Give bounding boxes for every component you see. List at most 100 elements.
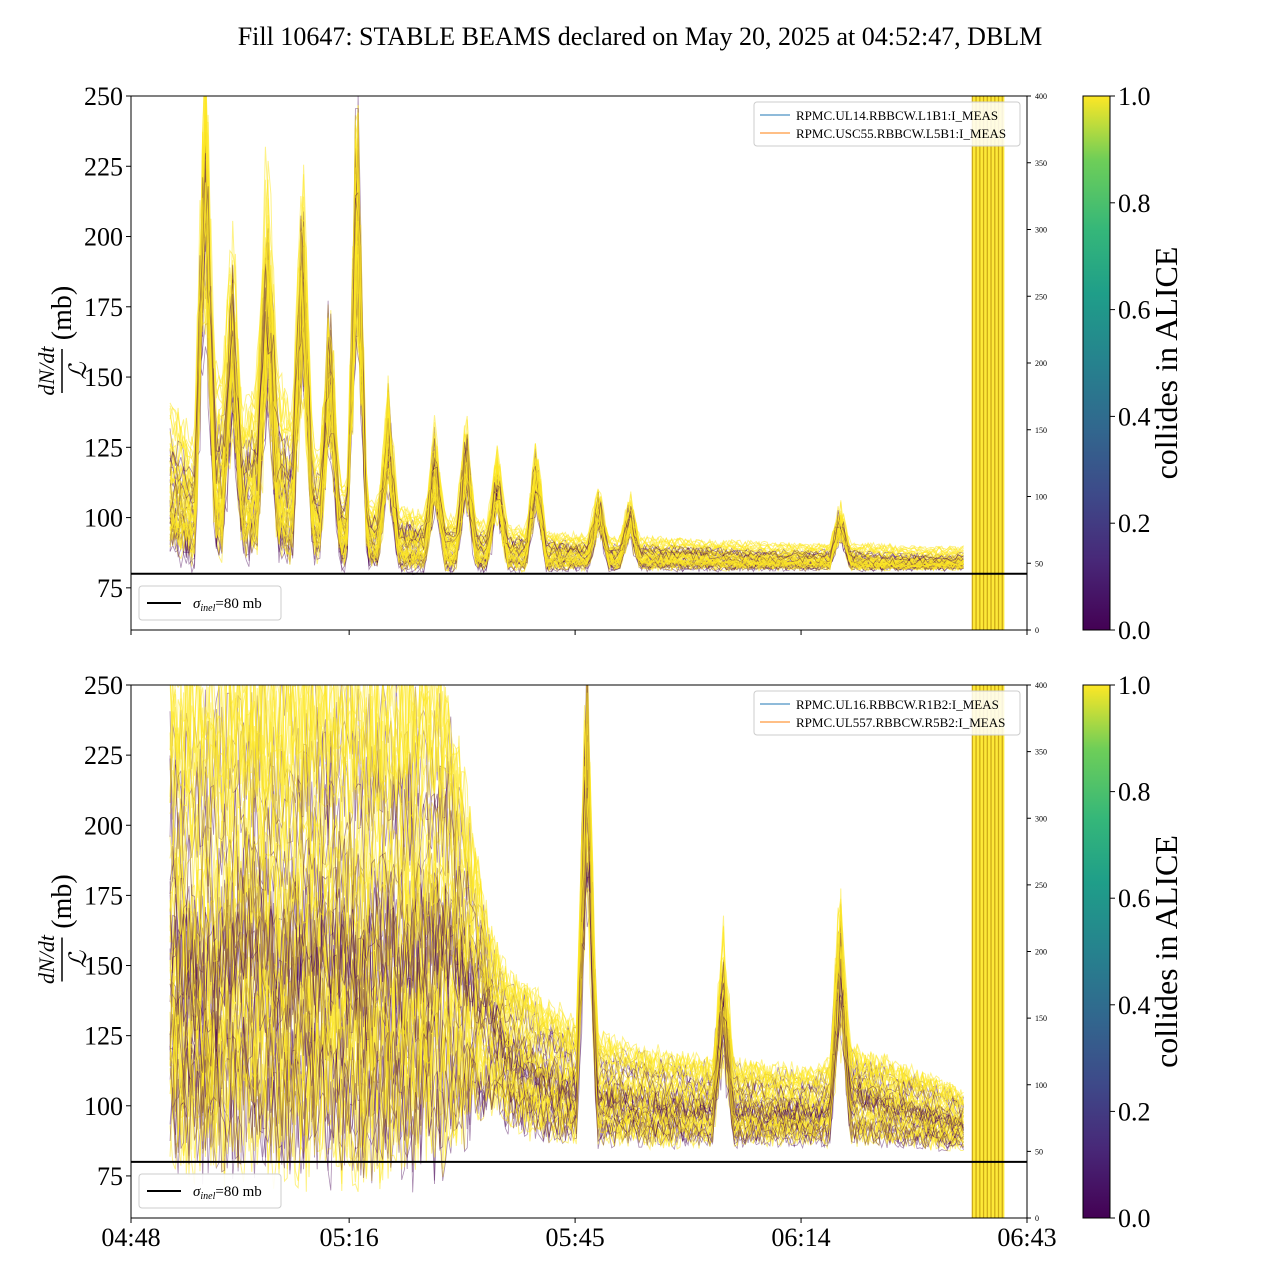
- legend-entry: RPMC.USC55.RBBCW.L5B1:I_MEAS: [796, 126, 1006, 141]
- y-label-fraction: dN/dt ℒ (mb): [34, 874, 92, 984]
- bottom-y-axis: 75 100 125 150 175 200 225 250: [84, 671, 131, 1191]
- y-tick-label: 100: [84, 504, 123, 533]
- colorbar-tick-label: 1.0: [1118, 82, 1151, 111]
- x-tick-label: 05:16: [320, 1223, 379, 1252]
- y-tick-label: 75: [97, 574, 123, 603]
- reference-legend-label: σinel=80 mb: [193, 596, 262, 614]
- colorbar-tick-label: 0.8: [1118, 189, 1151, 218]
- y-tick-label: 150: [84, 363, 123, 392]
- y-tick-label: 250: [84, 82, 123, 111]
- y-tick-label: 200: [84, 223, 123, 252]
- top-x-axis: [130, 630, 1028, 635]
- top-y-axis: 75 100 125 150 175 200 225 250: [84, 82, 131, 603]
- y-label-numerator: dN/dt: [34, 346, 59, 396]
- right-tick-label: 100: [1035, 493, 1047, 502]
- bottom-panel: 75 100 125 150 175 200 225 250 0 50 100 150 200 250 3…: [34, 671, 1057, 1252]
- right-tick-label: 400: [1035, 92, 1047, 101]
- right-tick-label: 250: [1035, 292, 1047, 301]
- series-trace: [169, 862, 964, 1184]
- colorbar-gradient: [1082, 95, 1111, 631]
- series-trace: [169, 776, 964, 1134]
- series-trace: [169, 138, 964, 567]
- series-trace: [169, 221, 964, 572]
- x-tick-label: 04:48: [101, 1223, 160, 1252]
- y-label-denominator: ℒ: [66, 362, 92, 380]
- top-right-axis: 0 50 100 150 200 250 300 350 400: [1027, 92, 1047, 635]
- y-label-fraction: dN/dt ℒ (mb): [34, 286, 92, 396]
- top-reference-legend: σinel=80 mb: [138, 585, 282, 621]
- right-tick-label: 350: [1035, 159, 1047, 168]
- right-tick-label: 150: [1035, 426, 1047, 435]
- series-trace: [169, 798, 964, 1172]
- legend-box: [753, 101, 1021, 147]
- legend-entry: RPMC.UL16.RBBCW.R1B2:I_MEAS: [796, 697, 999, 712]
- reference-subscript: inel: [200, 603, 215, 614]
- y-label-unit: (mb): [47, 874, 78, 928]
- bottom-x-axis: 04:48 05:16 05:45 06:14 06:43: [101, 1218, 1057, 1252]
- y-tick-label: 175: [84, 293, 123, 322]
- reference-legend-box: [138, 585, 282, 621]
- top-series-group: [131, 96, 1027, 630]
- right-tick-label: 300: [1035, 226, 1047, 235]
- legend-entry: RPMC.UL557.RBBCW.R5B2:I_MEAS: [796, 715, 1005, 730]
- series-trace: [172, 685, 964, 1106]
- right-tick-label: 100: [1035, 1081, 1047, 1090]
- colorbar-tick-label: 0.4: [1118, 991, 1151, 1020]
- legend-entry: RPMC.UL14.RBBCW.L1B1:I_MEAS: [796, 108, 998, 123]
- right-tick-label: 350: [1035, 748, 1047, 757]
- series-trace: [169, 112, 964, 554]
- colorbar-tick-label: 0.0: [1118, 1204, 1151, 1233]
- reference-symbol: σ: [193, 1184, 201, 1200]
- y-tick-label: 175: [84, 881, 123, 910]
- colorbar-label: collides in ALICE: [1148, 247, 1184, 480]
- y-tick-label: 100: [84, 1092, 123, 1121]
- series-trace: [169, 886, 964, 1141]
- bottom-series-group: [131, 685, 1027, 1218]
- right-tick-label: 0: [1035, 1214, 1039, 1223]
- y-label-denominator: ℒ: [66, 950, 92, 968]
- top-y-axis-label: dN/dt ℒ (mb): [34, 286, 92, 396]
- legend-box: [753, 690, 1021, 736]
- y-tick-label: 225: [84, 741, 123, 770]
- y-label-numerator: dN/dt: [34, 934, 59, 984]
- right-tick-label: 300: [1035, 814, 1047, 823]
- colorbar-tick-label: 0.6: [1118, 296, 1151, 325]
- y-tick-label: 125: [84, 1022, 123, 1051]
- reference-legend-box: [138, 1173, 282, 1209]
- colorbar-tick-label: 0.2: [1118, 509, 1151, 538]
- series-trace: [169, 877, 964, 1170]
- right-tick-label: 150: [1035, 1014, 1047, 1023]
- right-tick-label: 200: [1035, 359, 1047, 368]
- right-tick-label: 50: [1035, 559, 1043, 568]
- series-trace: [169, 121, 964, 555]
- series-trace: [169, 184, 964, 570]
- x-tick-label: 06:14: [771, 1223, 830, 1252]
- right-tick-label: 200: [1035, 948, 1047, 957]
- y-tick-label: 200: [84, 811, 123, 840]
- reference-symbol: σ: [193, 596, 201, 612]
- series-trace: [169, 153, 964, 566]
- series-trace: [169, 839, 964, 1131]
- colorbar-tick-label: 0.6: [1118, 884, 1151, 913]
- bottom-right-axis: 0 50 100 150 200 250 300 350 400: [1027, 681, 1047, 1223]
- y-tick-label: 225: [84, 152, 123, 181]
- series-trace: [169, 197, 964, 561]
- colorbar-tick-label: 0.4: [1118, 402, 1151, 431]
- bottom-colorbar: 0.0 0.2 0.4 0.6 0.8 1.0 collides in ALICE: [1082, 671, 1184, 1233]
- y-label-unit: (mb): [47, 286, 78, 340]
- series-trace: [169, 735, 964, 1185]
- colorbar-tick-label: 1.0: [1118, 671, 1151, 700]
- right-tick-label: 250: [1035, 881, 1047, 890]
- bottom-legend: RPMC.UL16.RBBCW.R1B2:I_MEAS RPMC.UL557.RB…: [753, 690, 1021, 736]
- colorbar-label: collides in ALICE: [1148, 835, 1184, 1068]
- series-trace: [169, 768, 964, 1124]
- right-tick-label: 0: [1035, 626, 1039, 635]
- reference-legend-label: σinel=80 mb: [193, 1184, 262, 1202]
- y-tick-label: 250: [84, 671, 123, 700]
- colorbar-tick-label: 0.8: [1118, 778, 1151, 807]
- top-panel: 75 100 125 150 175 200 225 250 0 50 100 150 200 250 3…: [34, 82, 1047, 635]
- top-legend: RPMC.UL14.RBBCW.L1B1:I_MEAS RPMC.USC55.RB…: [753, 101, 1021, 147]
- y-tick-label: 125: [84, 433, 123, 462]
